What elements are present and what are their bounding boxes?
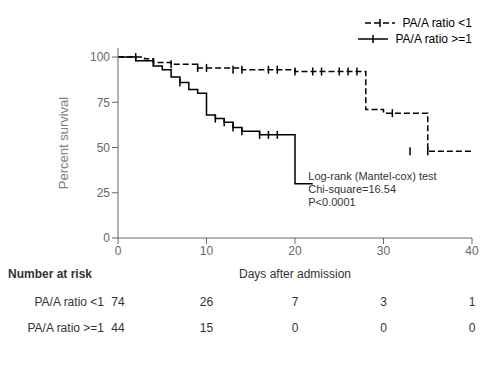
html-text:PA/A ratio <1: PA/A ratio <1 <box>34 295 104 309</box>
svg-text:0: 0 <box>115 244 122 258</box>
html-text:Days after admission: Days after admission <box>239 267 351 281</box>
svg-text:10: 10 <box>200 244 214 258</box>
svg-text:Log-rank (Mantel-cox) testChi-: Log-rank (Mantel-cox) testChi-square=16.… <box>308 170 436 208</box>
svg-text:30: 30 <box>377 244 391 258</box>
svg-text:40: 40 <box>465 244 479 258</box>
html-text:PA/A ratio >=1: PA/A ratio >=1 <box>395 32 472 46</box>
html-text:7: 7 <box>291 295 299 309</box>
svg-text:50: 50 <box>97 141 111 155</box>
svg-text:0: 0 <box>103 231 110 245</box>
html-text:0: 0 <box>380 321 387 335</box>
html-text:0: 0 <box>291 321 299 335</box>
html-text:PA/A ratio >=1: PA/A ratio >=1 <box>27 321 104 335</box>
svg-text:100: 100 <box>90 50 110 64</box>
html-text:44: 44 <box>111 321 125 335</box>
svg-text:Percent survival: Percent survival <box>56 97 71 190</box>
html-text:26: 26 <box>199 295 214 309</box>
html-text:0: 0 <box>468 321 476 335</box>
html-text:74: 74 <box>111 295 125 309</box>
svg-text:75: 75 <box>97 96 111 110</box>
html-text:3: 3 <box>380 295 387 309</box>
html-text:15: 15 <box>199 321 214 335</box>
svg-text:25: 25 <box>97 186 111 200</box>
html-text:Number at risk: Number at risk <box>8 267 92 281</box>
html-text:PA/A ratio <1: PA/A ratio <1 <box>402 16 472 30</box>
html-text:1: 1 <box>468 295 476 309</box>
svg-text:20: 20 <box>288 244 302 258</box>
